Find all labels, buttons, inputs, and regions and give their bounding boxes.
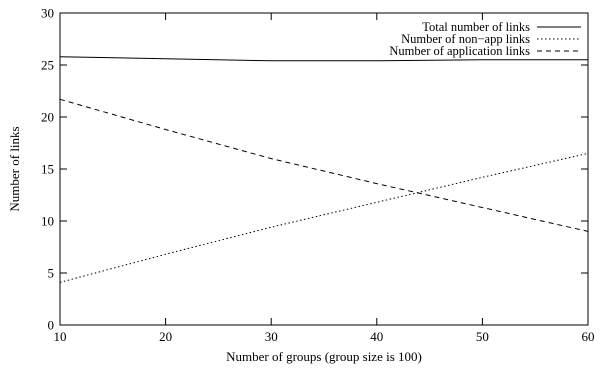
y-tick-label: 5 (48, 266, 55, 281)
y-tick-label: 25 (41, 58, 54, 73)
legend-label: Number of non−app links (401, 32, 530, 46)
series-line-total-number-of-links (59, 56, 588, 62)
series-lines (59, 56, 589, 283)
legend-label: Number of application links (389, 44, 530, 58)
series-line-number-of-application-links (59, 98, 589, 232)
y-tick-label: 15 (41, 162, 54, 177)
y-tick-label: 20 (41, 110, 54, 125)
x-tick-label: 60 (582, 329, 595, 344)
x-tick-label: 40 (370, 329, 383, 344)
x-tick-label: 20 (159, 329, 172, 344)
axis-ticks: 10 20 30 40 50 60 0 5 10 15 20 25 30 (41, 6, 595, 345)
y-tick-label: 30 (41, 6, 54, 21)
x-tick-label: 30 (265, 329, 278, 344)
x-axis-label: Number of groups (group size is 100) (226, 349, 422, 364)
x-tick-label: 10 (54, 329, 67, 344)
series-line-number-of-non-app-links (59, 152, 589, 283)
legend-label: Total number of links (422, 20, 530, 34)
y-axis-label: Number of links (7, 126, 22, 211)
x-tick-label: 50 (476, 329, 489, 344)
y-tick-label: 10 (41, 214, 54, 229)
y-tick-label: 0 (48, 318, 55, 333)
